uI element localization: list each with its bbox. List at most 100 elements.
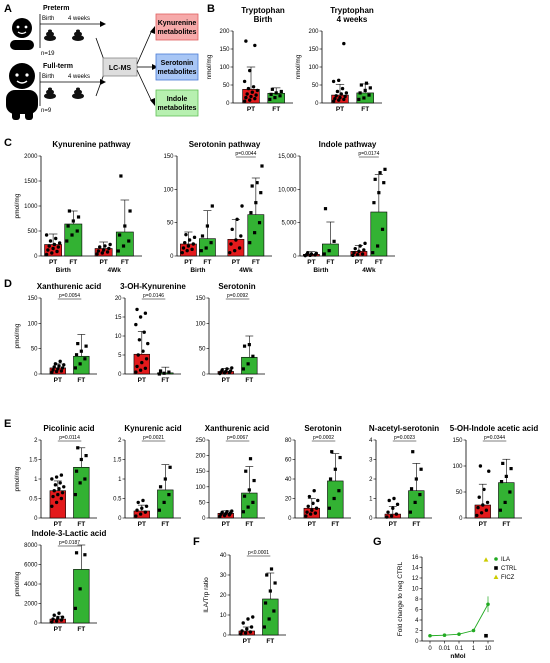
x-tick-label: PT <box>232 259 240 266</box>
data-point <box>225 367 229 371</box>
data-point <box>79 457 83 462</box>
data-point <box>268 97 272 101</box>
data-point <box>509 467 513 471</box>
data-point <box>44 252 49 257</box>
y-tick-label: 16 <box>412 555 419 561</box>
infant-icon <box>6 63 38 120</box>
y-tick-label: 2000 <box>24 602 38 608</box>
data-point <box>230 366 234 370</box>
bar-ft <box>498 482 515 519</box>
data-point <box>134 370 138 374</box>
data-point <box>143 311 148 315</box>
panel-a: A Preterm Birth 4 weeks n=19 Full-term B… <box>4 3 199 120</box>
data-point <box>269 567 274 571</box>
n-preterm: n=19 <box>41 51 55 57</box>
x-tick-label: PT <box>222 377 230 384</box>
chart-title: Indole-3-Lactic acid <box>32 529 107 538</box>
data-point <box>257 221 262 225</box>
data-point <box>57 241 62 245</box>
data-point <box>338 95 342 100</box>
y-tick-label: 0 <box>118 516 122 522</box>
y-tick-label: 0 <box>459 516 463 522</box>
data-point <box>338 455 342 460</box>
data-point <box>337 78 341 83</box>
data-point <box>59 473 64 477</box>
y-tick-label: 5 <box>118 353 122 359</box>
kynurenine-box <box>155 13 199 41</box>
y-tick-label: 4 <box>369 438 373 444</box>
data-point <box>157 508 161 512</box>
data-point <box>141 349 145 353</box>
stool-icon <box>72 29 84 41</box>
data-point <box>323 207 328 211</box>
data-point <box>334 94 338 98</box>
ser-line2: metabolites <box>158 69 197 76</box>
data-point <box>74 353 79 357</box>
infant-icon <box>10 18 34 50</box>
data-point <box>228 250 232 255</box>
data-point <box>52 613 56 617</box>
data-point <box>508 490 512 494</box>
kyn-line2: metabolites <box>158 29 197 36</box>
x-tick-label: FT <box>361 106 369 113</box>
x-tick-label: 1 <box>472 646 476 652</box>
p-value: p=0.0187 <box>59 540 80 546</box>
data-point <box>57 364 61 368</box>
data-point <box>180 250 184 255</box>
chart-title: Picolinic acid <box>43 424 94 433</box>
ila-point <box>442 633 447 638</box>
data-point <box>481 503 485 507</box>
data-point <box>358 91 362 95</box>
data-point <box>73 606 77 610</box>
y-tick-label: 6000 <box>24 563 38 569</box>
data-point <box>259 191 263 195</box>
ind-line2: metabolites <box>158 105 197 112</box>
y-tick-label: 10 <box>412 587 419 593</box>
bar-ft <box>73 569 90 624</box>
chart-title: 4 weeks <box>337 15 368 24</box>
data-point <box>204 246 208 250</box>
data-point <box>279 89 283 94</box>
data-point <box>57 611 61 615</box>
data-point <box>71 219 75 223</box>
data-point <box>242 344 247 348</box>
chart-title: Xanthurenic acid <box>37 282 102 291</box>
p-value: p=0.0174 <box>358 151 379 157</box>
data-point <box>368 86 372 90</box>
y-tick-label: 6 <box>415 608 419 614</box>
y-tick-label: 60 <box>285 458 292 464</box>
data-point <box>183 240 187 245</box>
panel-label-f: F <box>193 536 200 548</box>
data-point <box>162 371 166 375</box>
p-value: p=0.0146 <box>143 293 164 299</box>
y-tick-label: 0 <box>226 101 230 107</box>
data-point <box>60 366 65 370</box>
data-point <box>199 249 203 253</box>
chart-title: Tryptophan <box>330 6 374 15</box>
stool-icon <box>44 87 56 99</box>
data-point <box>209 241 213 245</box>
data-point <box>255 181 259 185</box>
x-tick-label: PT <box>336 106 344 113</box>
y-tick-label: 0 <box>293 254 297 260</box>
data-point <box>78 587 82 591</box>
y-tick-label: 100 <box>195 321 206 327</box>
data-point <box>352 250 356 255</box>
data-point <box>135 508 139 512</box>
data-point <box>391 506 395 510</box>
x-tick-label: FT <box>77 626 85 633</box>
data-point <box>248 457 253 461</box>
data-point <box>59 369 64 373</box>
data-point <box>146 341 150 346</box>
data-point <box>135 307 139 312</box>
data-point <box>54 619 59 623</box>
data-point <box>58 481 62 485</box>
data-point <box>312 489 316 493</box>
data-point <box>314 506 319 510</box>
data-point <box>241 510 245 514</box>
legend-label: FICZ <box>501 575 515 581</box>
x-tick-label: FT <box>161 521 169 528</box>
group-label: 4Wk <box>108 267 122 274</box>
data-point <box>158 369 163 373</box>
data-point <box>105 250 110 254</box>
